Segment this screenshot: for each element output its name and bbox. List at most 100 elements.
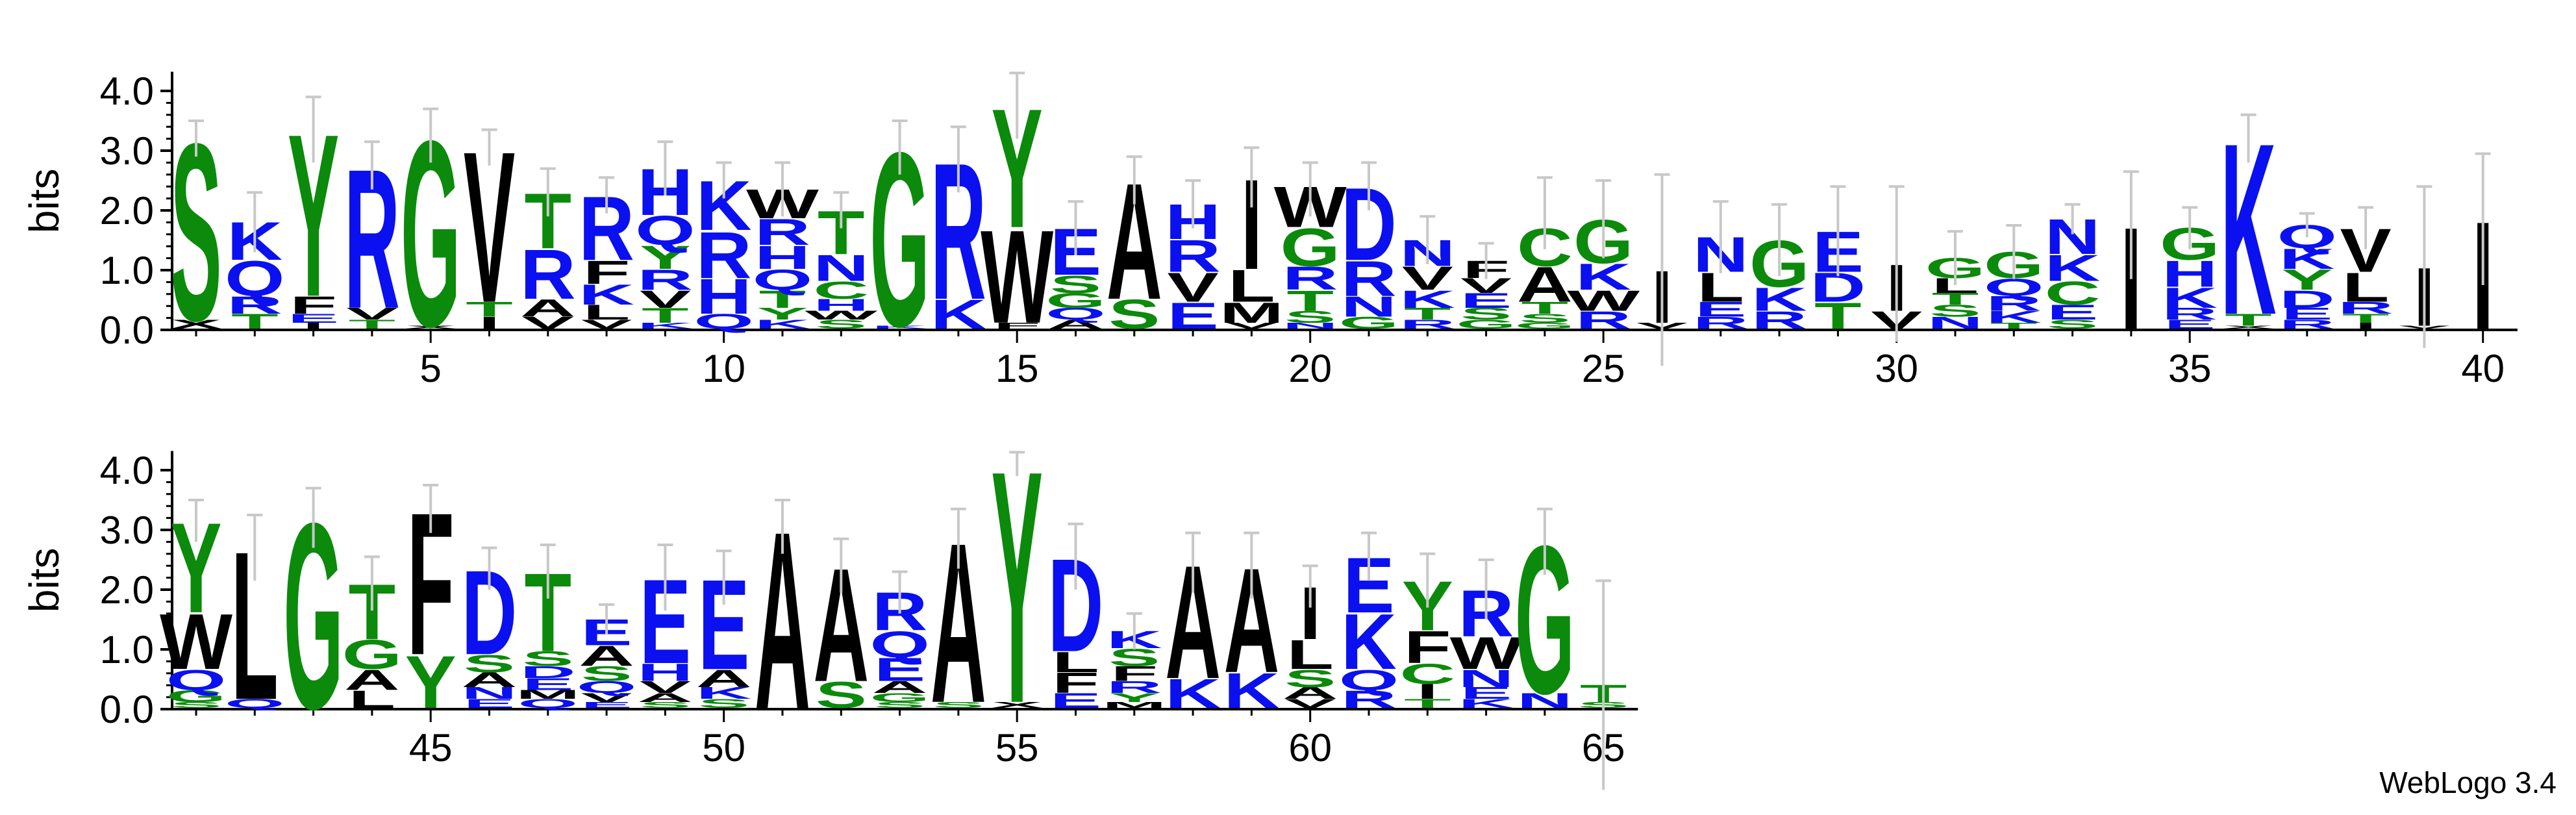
logo-letter-I: I xyxy=(303,321,324,330)
logo-letter-H: H xyxy=(813,295,869,314)
logo-letter-N: N xyxy=(1517,689,1573,712)
logo-letter-T: T xyxy=(642,304,688,327)
logo-letter-R: R xyxy=(1693,314,1749,332)
logo-letter-F: F xyxy=(1052,667,1099,699)
logo-letter-R: R xyxy=(1341,685,1397,713)
logo-letter-R: R xyxy=(2338,299,2394,318)
logo-letter-T: T xyxy=(1932,290,1979,308)
logo-letter-H: H xyxy=(638,658,694,686)
logo-letter-V: V xyxy=(1226,321,1277,330)
logo-letter-G: G xyxy=(166,687,226,706)
y-axis-label: bits xyxy=(21,547,68,612)
logo-letter-Y: Y xyxy=(757,305,808,323)
logo-letter-K: K xyxy=(638,321,694,330)
y-axis-label: bits xyxy=(21,168,68,233)
logo-letter-F: F xyxy=(583,254,630,291)
y-tick-label: 4.0 xyxy=(100,449,154,492)
logo-letter-V: V xyxy=(346,305,397,323)
logo-letter-E: E xyxy=(2164,318,2216,331)
logo-letter-H: H xyxy=(696,270,752,325)
logo-letter-F: F xyxy=(1404,622,1451,673)
x-tick-label: 50 xyxy=(702,726,745,770)
logo-letter-K: K xyxy=(696,684,752,703)
logo-letter-R: R xyxy=(227,291,282,319)
logo-letter-F: F xyxy=(290,291,336,319)
logo-letter-Q: Q xyxy=(1045,305,1105,323)
logo-letter-T: T xyxy=(1814,295,1862,336)
y-tick-label: 1.0 xyxy=(100,628,154,671)
logo-letter-X: X xyxy=(992,700,1043,709)
y-tick-label: 2.0 xyxy=(100,189,154,232)
y-tick-label: 3.0 xyxy=(100,129,154,173)
logo-letter-V: V xyxy=(640,678,691,697)
logo-letter-S: S xyxy=(2047,318,2098,331)
logo-letter-K: K xyxy=(2045,247,2101,289)
logo-letter-M: M xyxy=(516,688,580,701)
logo-letter-E: E xyxy=(1168,295,1219,336)
x-tick-label: 25 xyxy=(1582,347,1625,390)
logo-letter-S: S xyxy=(522,647,573,671)
logo-letter-L: L xyxy=(1286,632,1333,678)
logo-letter-N: N xyxy=(813,247,869,289)
x-tick-label: 15 xyxy=(995,347,1039,390)
logo-letter-E: E xyxy=(1695,298,1746,321)
logo-letter-S: S xyxy=(1460,305,1512,323)
logo-letter-N: N xyxy=(1927,314,1983,332)
logo-letter-L: L xyxy=(1052,646,1099,679)
logo-letter-C: C xyxy=(1399,658,1455,690)
logo-letter-A: A xyxy=(872,678,928,697)
logo-letter-K: K xyxy=(2279,243,2335,275)
logo-letter-W: W xyxy=(981,203,1053,351)
logo-letter-S: S xyxy=(1050,270,1101,298)
logo-letter-K: K xyxy=(1341,598,1397,686)
logo-letter-K: K xyxy=(931,292,986,338)
logo-letter-X: X xyxy=(170,318,221,331)
logo-letter-G: G xyxy=(1045,289,1105,312)
y-tick-label: 2.0 xyxy=(100,568,154,612)
logo-letter-T: T xyxy=(231,310,278,333)
logo-letter-X: X xyxy=(405,325,456,329)
logo-letter-A: A xyxy=(638,691,694,705)
logo-letter-X: X xyxy=(2223,325,2274,329)
logo-letter-N: N xyxy=(1282,321,1338,330)
logo-letter-H: H xyxy=(755,239,810,276)
logo-letter-E: E xyxy=(288,312,339,325)
logo-letter-A: A xyxy=(1048,318,1104,331)
logo-letter-S: S xyxy=(1519,312,1570,325)
logo-letter-S: S xyxy=(698,697,749,710)
logo-letter-K: K xyxy=(1224,664,1280,719)
logo-letter-T: T xyxy=(1521,299,1568,318)
logo-letter-Y: Y xyxy=(1108,691,1160,705)
logo-letter-N: N xyxy=(1341,291,1397,323)
logo-letter-I: I xyxy=(2355,321,2377,330)
logo-letter-Q: Q xyxy=(518,697,578,710)
logo-letter-E: E xyxy=(2047,301,2098,325)
x-tick-label: 10 xyxy=(702,347,745,390)
logo-letter-Q: Q xyxy=(635,208,695,254)
logo-letter-I: I xyxy=(1417,681,1438,704)
logo-letter-T: T xyxy=(349,318,396,331)
logo-letter-G: G xyxy=(1339,314,1399,332)
logo-letter-L: L xyxy=(2342,265,2389,311)
logo-letter-S: S xyxy=(874,700,925,709)
logo-letter-T: T xyxy=(466,298,512,321)
logo-letter-R: R xyxy=(1341,251,1397,307)
logo-letter-I: I xyxy=(479,314,500,332)
logo-letter-A: A xyxy=(344,664,400,697)
logo-letter-S: S xyxy=(816,674,867,716)
logo-letter-A: A xyxy=(696,664,752,692)
logo-letter-G: G xyxy=(1515,321,1575,330)
logo-letter-Q: Q xyxy=(753,264,812,296)
y-tick-label: 4.0 xyxy=(100,69,154,113)
logo-letter-R: R xyxy=(2162,305,2218,323)
logo-letter-Q: Q xyxy=(869,623,929,665)
logo-letter-Y: Y xyxy=(405,640,456,724)
logo-letter-K: K xyxy=(579,279,634,311)
logo-letter-A: A xyxy=(1517,257,1573,312)
logo-letter-E: E xyxy=(2281,305,2332,323)
logo-letter-R: R xyxy=(696,218,752,292)
logo-letter-Q: Q xyxy=(694,310,754,333)
logo-letter-H: H xyxy=(2162,253,2218,295)
